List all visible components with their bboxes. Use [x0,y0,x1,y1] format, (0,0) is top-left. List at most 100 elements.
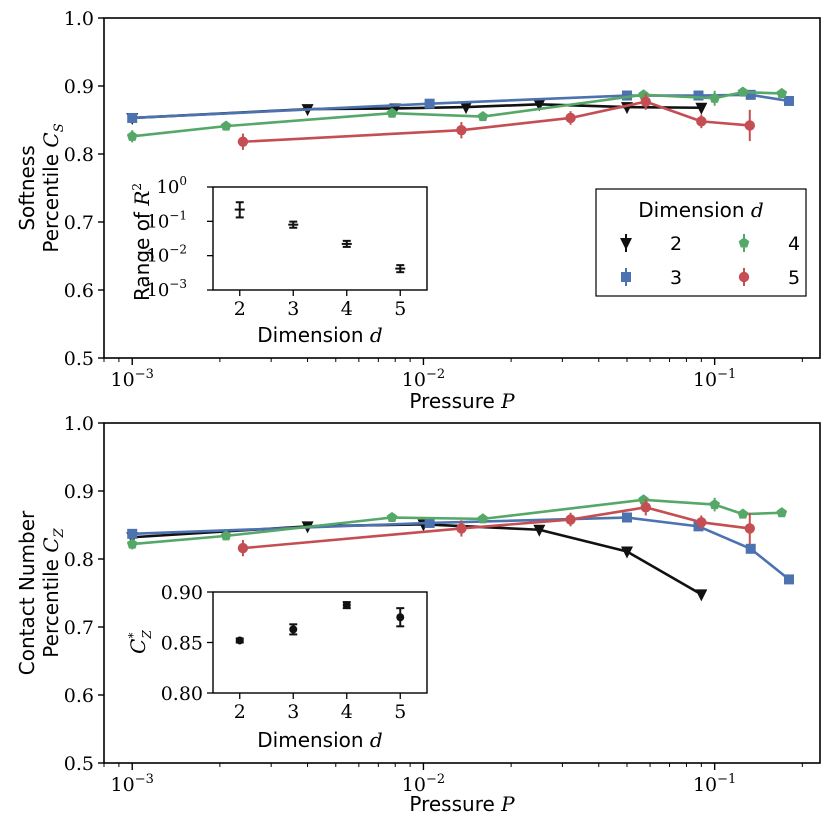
inset1-ticks: 2 3 4 5 100 10−1 10−2 10−3 [146,174,406,320]
inset1-frame [212,186,428,291]
inset1-ytick-label: 10−2 [146,243,187,267]
top-point-d3 [745,89,756,100]
top-plot-frame [103,17,821,359]
bottom-series-d5 [237,499,755,557]
inset2-ytick-label: 0.85 [161,633,203,655]
top-point-d4 [477,111,489,122]
top-xtick-label: 10−2 [402,367,445,391]
legend-entry-d2: 2 [620,233,682,255]
bottom-panel: 0.5 0.6 0.7 0.8 0.9 1.0 10−3 10−2 10−1 Pressure… [15,413,821,816]
top-point-d5 [456,125,467,136]
top-ytick-label: 0.8 [64,144,94,166]
top-y-ticks: 0.5 0.6 0.7 0.8 0.9 1.0 [64,8,104,370]
top-ytick-label: 0.7 [64,212,94,234]
inset1-xtick-label: 4 [341,298,353,320]
top-point-d2 [533,99,546,112]
inset1-xtick-label: 2 [234,298,246,320]
inset2-y-axis-label: C*Z [126,630,154,654]
legend-title: Dimension d [638,198,763,222]
legend-entry-d4: 4 [738,233,800,255]
top-series-d4 [126,86,788,143]
legend-entries: 2 3 4 5 [620,233,800,289]
bottom-point-d5 [237,542,249,554]
bottom-ytick-label: 0.5 [64,753,94,775]
inset2-xtick-label: 5 [394,701,406,723]
top-point-d5 [640,96,651,107]
top-y-axis-label: Softness Percentile CS [15,123,67,252]
inset2-xtick-label: 2 [234,701,246,723]
top-point-d4 [386,107,398,118]
bottom-series-layer [126,494,794,602]
inset2-ytick-label: 0.80 [161,683,203,705]
inset2-point [289,625,298,634]
inset1-ytick-label: 10−1 [146,208,187,232]
inset1-ytick-label: 100 [156,174,187,198]
top-ytick-label: 0.6 [64,280,94,302]
inset2-xtick-label: 3 [287,701,299,723]
top-point-d4 [709,92,720,103]
bottom-x-axis-label: Pressure P [409,792,515,816]
bottom-point-d4 [126,538,138,549]
bottom-xtick-label: 10−1 [693,772,736,796]
legend-marker-d3 [621,272,631,282]
bottom-series-d3 [127,512,794,585]
top-panel: 0.5 0.6 0.7 0.8 0.9 1.0 10−3 10−2 10−1 Pressure… [15,8,821,413]
bottom-point-d5 [456,523,467,534]
inset1-x-axis-label: Dimension d [257,323,382,347]
top-point-d2 [695,102,708,115]
top-point-d5 [565,112,576,124]
top-point-d5 [696,116,707,127]
inset2-point [396,613,405,622]
legend-label-d5: 5 [788,267,800,289]
inset-range-r2: 2 3 4 5 100 10−1 10−2 10−3 Dimension d Range of… [130,174,428,347]
bottom-point-d5 [640,502,651,513]
bottom-point-d3 [783,574,794,585]
bottom-line-d3 [132,516,790,581]
top-point-d5 [744,120,755,131]
bottom-series-d4 [126,494,788,550]
legend-marker-d2 [620,238,632,250]
inset1-y-axis-label: Range of R2 [130,183,154,301]
legend-label-d4: 4 [788,233,800,255]
bottom-xtick-label: 10−2 [402,772,445,796]
bottom-y-axis-label: Contact Number Percentile CZ [15,510,67,675]
bottom-point-d5 [696,517,707,528]
bottom-point-d4 [220,530,232,541]
bottom-point-d4 [776,507,788,518]
bottom-point-d5 [744,523,755,534]
top-point-d4 [776,87,788,99]
top-xtick-label: 10−3 [111,367,154,391]
svg-text:Percentile CS: Percentile CS [39,123,67,252]
bottom-point-d4 [477,513,489,524]
legend-entry-d3: 3 [621,267,682,289]
bottom-y-ticks: 0.5 0.6 0.7 0.8 0.9 1.0 [64,413,104,775]
inset1-xtick-label: 5 [394,298,406,320]
svg-text:Softness: Softness [15,145,39,230]
svg-text:Contact Number: Contact Number [15,510,39,675]
bottom-ytick-label: 1.0 [64,413,94,435]
bottom-point-d4 [709,499,720,510]
top-point-d3 [127,112,138,123]
inset2-points [235,601,405,645]
bottom-point-d3 [424,517,435,528]
bottom-point-d2 [533,524,546,537]
inset2-point [342,601,351,610]
legend-label-d3: 3 [670,267,682,289]
inset2-ticks: 2 3 4 5 0.80 0.85 0.90 [161,582,407,723]
inset1-points [234,201,406,274]
bottom-point-d3 [127,528,138,539]
svg-text:Percentile CZ: Percentile CZ [39,527,67,657]
inset2-xtick-label: 4 [341,701,353,723]
bottom-ytick-label: 0.8 [64,549,94,571]
inset1-xtick-label: 3 [287,298,299,320]
bottom-point-d4 [737,508,749,519]
top-line-d4 [132,90,782,138]
inset2-x-axis-label: Dimension d [257,728,382,752]
top-series-d5 [237,93,755,150]
top-point-d3 [621,90,632,101]
legend-entry-d5: 5 [738,267,800,289]
top-point-d5 [237,136,249,147]
top-ytick-label: 1.0 [64,8,94,30]
